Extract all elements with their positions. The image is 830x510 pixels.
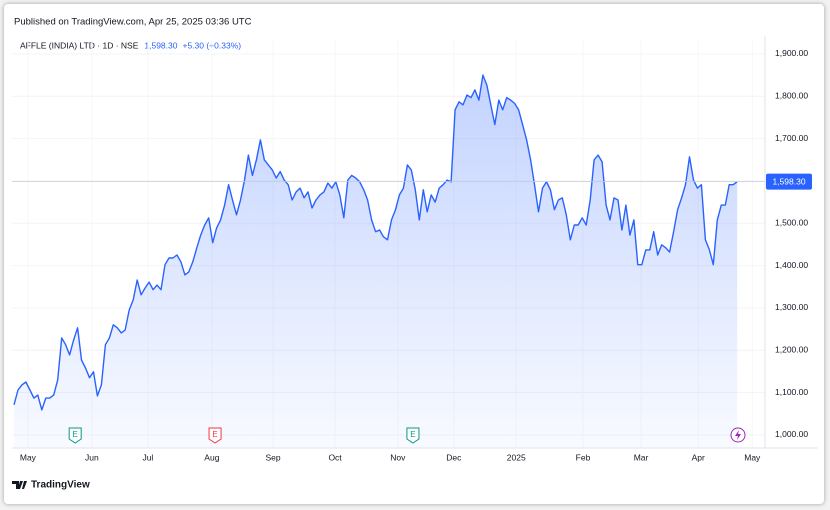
marker-icon (735, 430, 741, 440)
x-tick-label: Sep (266, 452, 281, 462)
y-tick-label: 1,100.00 (775, 387, 808, 397)
x-tick-label: Oct (328, 452, 342, 462)
area-fill (13, 75, 738, 448)
x-tick-label: Jun (85, 452, 99, 462)
x-tick-label: Feb (576, 452, 591, 462)
y-tick-label: 1,800.00 (775, 91, 808, 101)
x-tick-label: 2025 (507, 452, 526, 462)
brand: TradingView (31, 480, 90, 491)
y-tick-label: 1,300.00 (775, 302, 808, 312)
dividend-marker (730, 427, 746, 443)
header-price: 1,598.30 (144, 40, 177, 50)
x-tick-label: Apr (692, 452, 705, 462)
x-tick-label: Mar (634, 452, 649, 462)
price-line (13, 74, 738, 411)
chart-title: AFFLE (INDIA) LTD · 1D · NSE (20, 40, 139, 50)
y-tick-label: 1,200.00 (775, 344, 808, 354)
event-label: E (73, 430, 78, 439)
tv-logo (12, 481, 27, 489)
event-label: E (410, 430, 415, 439)
y-tick-label: 1,000.00 (775, 429, 808, 439)
x-tick-label: Jul (142, 452, 153, 462)
x-tick-label: May (20, 452, 37, 462)
y-tick-label: 1,400.00 (775, 260, 808, 270)
x-tick-label: Nov (390, 452, 406, 462)
price-tag-label: 1,598.30 (772, 176, 805, 186)
y-tick-label: 1,900.00 (775, 48, 808, 58)
event-marker (406, 427, 420, 444)
y-tick-label: 1,700.00 (775, 133, 808, 143)
event-marker (68, 427, 82, 444)
price-tag (766, 173, 812, 190)
y-tick-label: 1,500.00 (775, 218, 808, 228)
x-tick-label: Dec (446, 452, 462, 462)
x-tick-label: May (744, 452, 761, 462)
event-marker (208, 427, 222, 444)
published-note: Published on TradingView.com, Apr 25, 20… (14, 17, 252, 28)
x-tick-label: Aug (204, 452, 219, 462)
event-label: E (212, 430, 217, 439)
logo-icon (12, 481, 27, 489)
